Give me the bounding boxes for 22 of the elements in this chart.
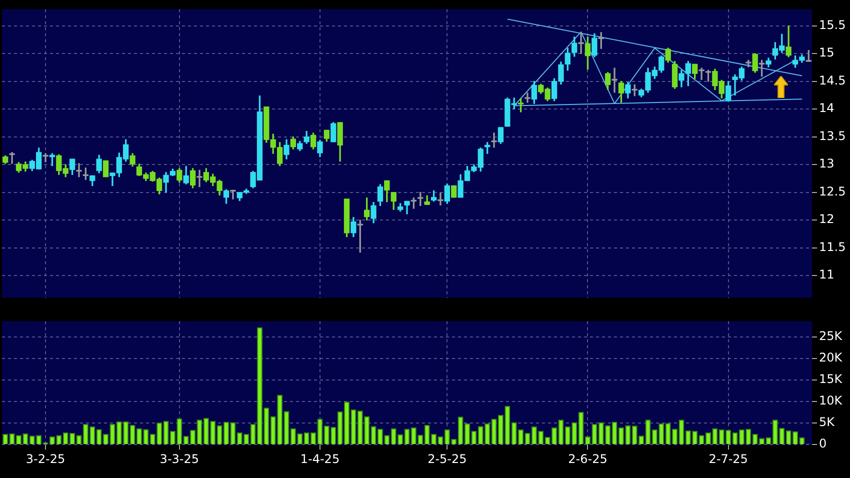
y-tick-label: 20K — [819, 350, 844, 365]
x-tick-label: 1-4-25 — [300, 452, 340, 466]
y-tick-label: 25K — [819, 329, 844, 344]
y-tick-label: 12 — [819, 212, 834, 226]
y-tick-label: 15.5 — [819, 18, 846, 32]
y-tick-label: 15K — [819, 372, 844, 386]
y-tick-label: 11 — [819, 268, 834, 282]
y-tick-label: 13 — [819, 156, 834, 171]
x-tick-label: 3-3-25 — [160, 452, 199, 466]
y-tick-label: 11.5 — [819, 240, 846, 254]
y-tick-label: 15 — [819, 46, 834, 60]
y-tick-label: 14.5 — [819, 73, 846, 88]
y-tick-label: 0 — [819, 436, 827, 451]
y-tick-label: 12.5 — [819, 184, 846, 198]
y-tick-label: 10K — [819, 394, 844, 408]
y-tick-label: 14 — [819, 101, 834, 116]
x-tick-label: 2-7-25 — [708, 452, 748, 466]
x-tick-label: 2-6-25 — [568, 452, 608, 466]
y-tick-label: 5K — [819, 415, 836, 430]
x-tick-label: 2-5-25 — [428, 452, 467, 466]
x-tick-label: 3-2-25 — [26, 452, 66, 466]
y-tick-label: 13.5 — [819, 128, 846, 143]
